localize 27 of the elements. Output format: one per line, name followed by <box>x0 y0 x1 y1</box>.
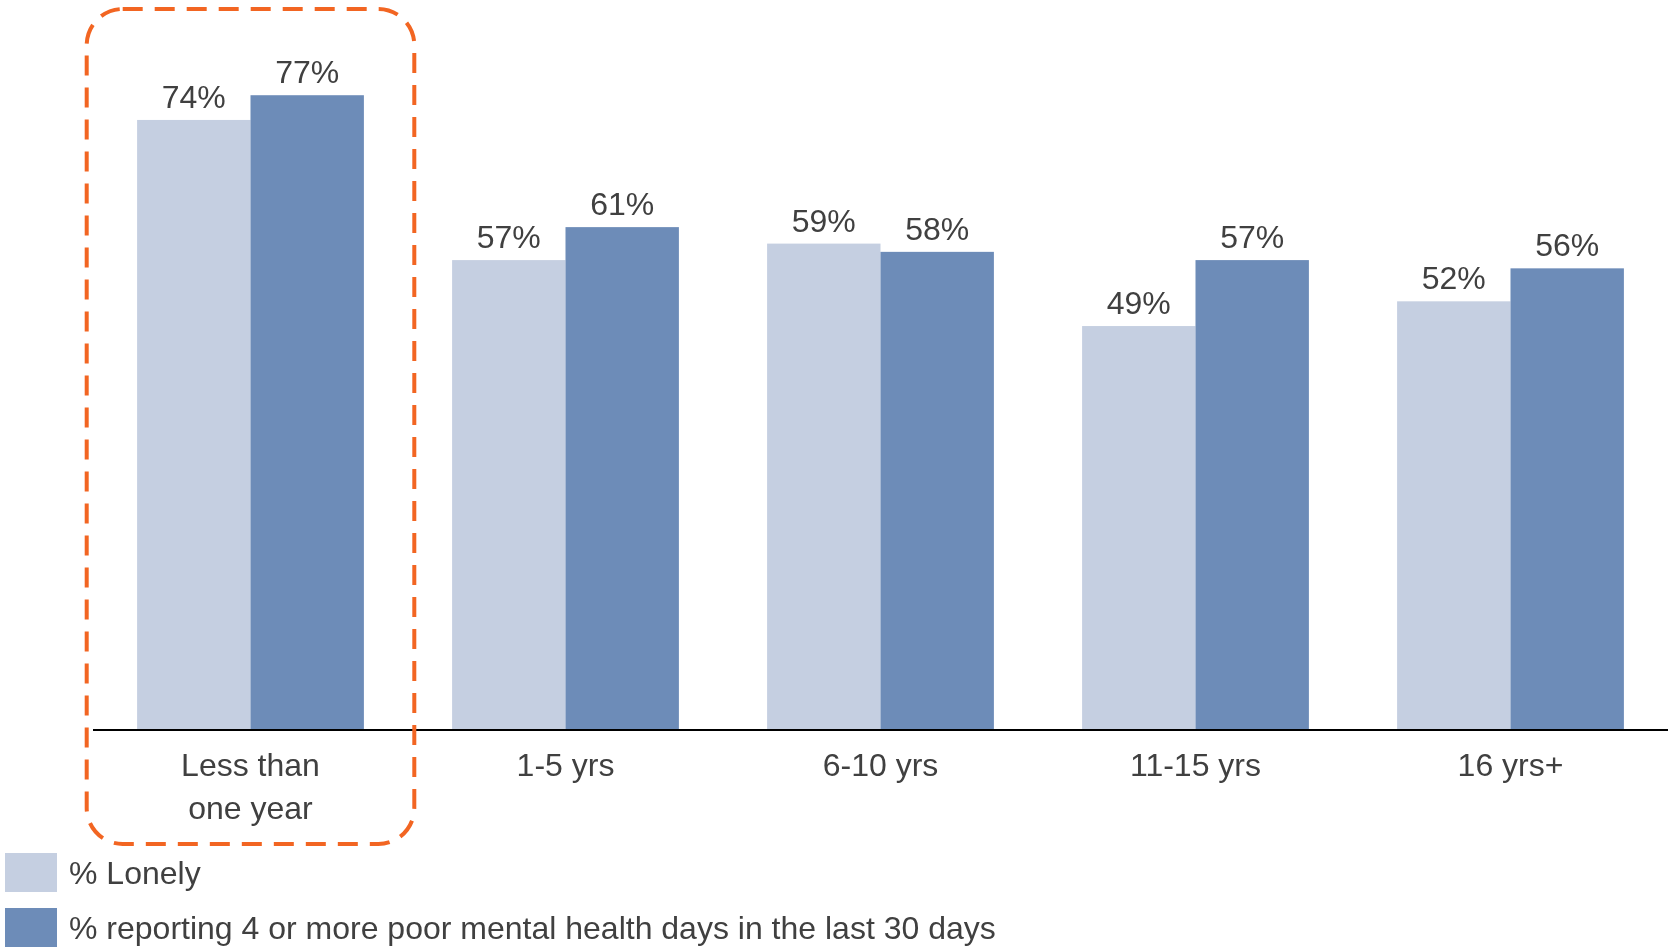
bar <box>767 243 881 730</box>
x-tick-label: 11-15 yrs <box>1129 747 1262 783</box>
bar <box>880 251 994 730</box>
legend-label: % Lonely <box>69 855 201 891</box>
bar <box>137 119 251 730</box>
data-label: 56% <box>1535 227 1600 264</box>
data-label: 77% <box>275 54 340 91</box>
data-label: 57% <box>476 219 541 256</box>
data-label: 74% <box>161 78 226 115</box>
bar <box>1082 326 1196 730</box>
bar <box>565 227 679 730</box>
x-tick-label: Less than one year <box>181 747 320 826</box>
bar <box>1195 260 1309 730</box>
x-tick-label: 6-10 yrs <box>822 747 939 783</box>
bar <box>1397 301 1511 730</box>
data-label: 58% <box>905 210 970 247</box>
data-label: 57% <box>1220 219 1285 256</box>
x-tick-label: 1-5 yrs <box>516 747 615 783</box>
legend-label: % reporting 4 or more poor mental health days in the last 30 days <box>69 910 996 946</box>
data-label: 61% <box>590 186 655 223</box>
data-label: 59% <box>791 202 856 239</box>
data-label: 49% <box>1106 285 1171 322</box>
x-tick-label: 16 yrs+ <box>1457 747 1564 783</box>
bar <box>452 260 566 730</box>
data-label: 52% <box>1421 260 1486 297</box>
bar <box>1510 268 1624 730</box>
bar <box>250 95 364 730</box>
